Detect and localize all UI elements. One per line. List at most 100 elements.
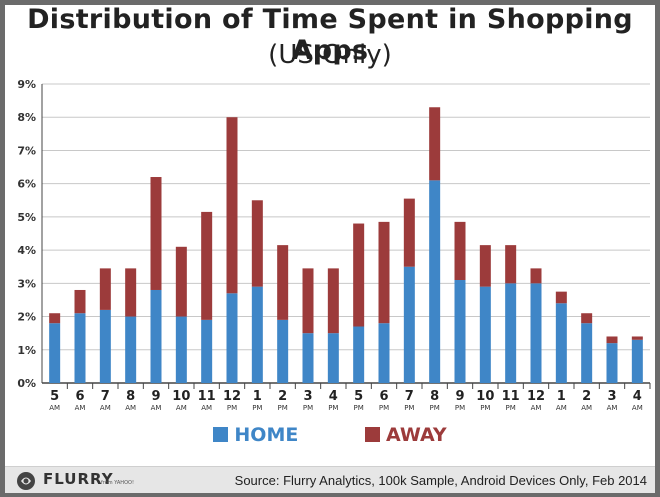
bar-home [201, 319, 213, 383]
x-tick-label-period: AM [75, 404, 86, 412]
x-tick-label-hour: 10 [476, 389, 494, 404]
x-tick-label-hour: 2 [278, 389, 287, 404]
y-tick-label: 3% [17, 277, 36, 290]
chart-subtitle: (US Only) [268, 40, 392, 70]
x-tick-label-hour: 4 [633, 389, 642, 404]
x-tick-label-period: PM [278, 404, 288, 412]
bar-away [581, 313, 593, 324]
bar-away [277, 245, 289, 320]
x-tick-label-hour: 2 [582, 389, 591, 404]
x-tick-label-hour: 6 [75, 389, 84, 404]
x-tick-label-period: AM [151, 404, 162, 412]
x-tick-label-hour: 4 [329, 389, 338, 404]
logo-text: FLURRY [43, 470, 114, 488]
bar-away [74, 289, 86, 314]
bar-away [479, 245, 491, 287]
y-tick-label: 9% [17, 78, 36, 91]
bar-home [530, 283, 542, 383]
legend-swatch-away [364, 427, 380, 442]
bar-away [429, 107, 441, 181]
x-tick-label-hour: 8 [430, 389, 439, 404]
bar-home [226, 293, 238, 383]
x-tick-label-period: PM [354, 404, 364, 412]
y-tick-label: 2% [17, 311, 36, 324]
bar-home [150, 289, 162, 383]
footer-bar: FLURRY from YAHOO! Source: Flurry Analyt… [5, 466, 655, 493]
legend-swatch-home [213, 427, 229, 442]
y-tick-label: 7% [17, 144, 36, 157]
bar-home [327, 333, 339, 383]
x-tick-label-period: AM [125, 404, 136, 412]
bar-home [606, 343, 618, 383]
bar-home [631, 339, 643, 383]
x-tick-label-hour: 7 [101, 389, 110, 404]
x-tick-label-hour: 6 [379, 389, 388, 404]
x-tick-label-hour: 10 [172, 389, 190, 404]
bar-away [226, 117, 238, 294]
x-tick-label-period: PM [379, 404, 389, 412]
x-tick-label-hour: 5 [354, 389, 363, 404]
x-tick-label-period: PM [506, 404, 516, 412]
x-tick-label-period: PM [404, 404, 414, 412]
bar-home [479, 286, 491, 383]
bar-away [302, 268, 314, 334]
x-tick-label-hour: 9 [151, 389, 160, 404]
legend-label-away: AWAY [385, 424, 447, 446]
bar-home [505, 283, 517, 383]
bar-home [99, 309, 111, 383]
bar-away [327, 268, 339, 334]
bar-away [99, 268, 111, 310]
x-tick-label-period: AM [556, 404, 567, 412]
legend-item-home: HOME [213, 424, 298, 446]
y-tick-label: 0% [17, 377, 36, 390]
x-tick-label-hour: 1 [557, 389, 566, 404]
chart-title: Distribution of Time Spent in Shopping A… [27, 4, 633, 66]
legend-item-away: AWAY [364, 424, 447, 446]
legend: HOME AWAY [0, 424, 660, 446]
bar-away [505, 245, 517, 284]
legend-label-home: HOME [234, 424, 299, 446]
y-tick-label: 8% [17, 111, 36, 124]
bar-away [631, 336, 643, 340]
x-tick-label-period: AM [49, 404, 60, 412]
bar-away [555, 291, 567, 304]
bar-away [530, 268, 542, 284]
logo-subtext: from YAHOO! [101, 480, 134, 486]
bar-home [302, 333, 314, 383]
bar-home [49, 323, 61, 383]
bar-home [125, 316, 137, 383]
bar-home [555, 303, 567, 383]
bar-home [353, 326, 365, 383]
stacked-bar-chart: 0%1%2%3%4%5%6%7%8%9%5AM6AM7AM8AM9AM10AM1… [17, 78, 651, 412]
x-tick-label-period: AM [201, 404, 212, 412]
x-tick-label-period: AM [607, 404, 618, 412]
x-tick-label-period: AM [176, 404, 187, 412]
x-tick-label-hour: 5 [50, 389, 59, 404]
y-tick-label: 1% [17, 344, 36, 357]
bar-away [353, 223, 365, 327]
bar-away [201, 211, 213, 320]
x-tick-label-hour: 11 [502, 389, 520, 404]
bar-away [403, 198, 415, 267]
bar-away [378, 221, 390, 324]
x-tick-label-period: PM [227, 404, 237, 412]
bar-home [175, 316, 187, 383]
x-tick-label-hour: 9 [455, 389, 464, 404]
bar-away [606, 336, 618, 344]
x-tick-label-hour: 7 [405, 389, 414, 404]
x-tick-label-hour: 8 [126, 389, 135, 404]
bar-home [581, 323, 593, 383]
x-tick-label-hour: 3 [303, 389, 312, 404]
x-tick-label-period: AM [531, 404, 542, 412]
x-tick-label-period: PM [252, 404, 262, 412]
x-tick-label-period: AM [632, 404, 643, 412]
bar-home [74, 313, 86, 383]
x-tick-label-period: PM [455, 404, 465, 412]
x-tick-label-period: AM [581, 404, 592, 412]
bar-home [403, 266, 415, 383]
bar-home [454, 280, 466, 383]
bar-away [150, 177, 162, 290]
x-tick-label-hour: 11 [198, 389, 216, 404]
x-tick-label-hour: 12 [527, 389, 545, 404]
